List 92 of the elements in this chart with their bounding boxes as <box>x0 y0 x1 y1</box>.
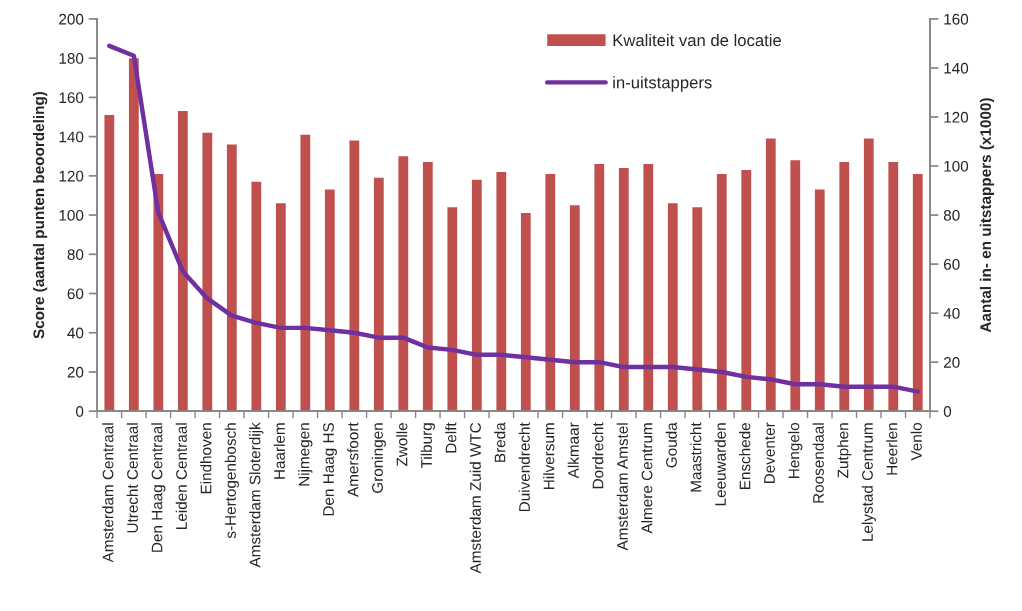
bar <box>814 189 825 412</box>
x-tick-label: Amsterdam Amstel <box>616 423 628 551</box>
x-tick-label: Roosendaal <box>812 423 824 503</box>
bar <box>202 132 213 412</box>
bar <box>643 164 654 412</box>
bar <box>863 138 874 412</box>
y2-tick-label: 0 <box>943 406 952 417</box>
x-tick-label: Nijmegen <box>298 423 313 486</box>
bar <box>741 169 752 412</box>
y2-tick-label: 120 <box>944 111 969 123</box>
x-tick-label: Heerlen <box>886 423 898 475</box>
bar <box>569 205 580 412</box>
x-tick-label: Dordrecht <box>592 422 604 489</box>
y-tick-label: 20 <box>67 366 84 378</box>
x-tick-label: Almere Centrum <box>641 423 653 534</box>
y-tick-label: 40 <box>67 327 84 339</box>
bar <box>888 162 899 412</box>
bar <box>716 173 727 412</box>
x-tick-label: Enschede <box>739 422 751 490</box>
bar <box>177 111 188 412</box>
bar <box>104 115 115 412</box>
bar <box>128 58 139 412</box>
x-tick-label: Leeuwarden <box>714 423 726 506</box>
y2-tick-label: 140 <box>944 62 969 74</box>
bar <box>520 213 531 412</box>
bar <box>667 203 678 412</box>
y-tick-label: 80 <box>67 249 84 260</box>
x-tick-label: Lelystad Centrum <box>861 423 876 541</box>
x-tick-label: Gouda <box>665 422 677 468</box>
x-tick-label: Eindhoven <box>200 423 212 494</box>
x-tick-label: Deventer <box>764 422 775 484</box>
legend-label: Kwaliteit van de locatie <box>613 33 782 47</box>
y-tick-label: 0 <box>76 406 84 417</box>
bar <box>349 140 360 412</box>
x-tick-label: Zutphen <box>837 423 852 478</box>
y-tick-label: 200 <box>59 13 84 25</box>
x-tick-label: Hilversum <box>543 423 555 489</box>
bar <box>912 173 923 412</box>
x-tick-label: Amsterdam Centraal <box>102 423 114 563</box>
x-tick-label: Maastricht <box>690 422 702 492</box>
bar <box>765 138 776 412</box>
y2-tick-label: 40 <box>943 308 960 319</box>
bar <box>594 164 605 412</box>
x-tick-label: Amsterdam Zuid WTC <box>469 422 481 574</box>
bar <box>471 179 482 412</box>
x-tick-label: Den Haag HS <box>323 423 337 516</box>
x-tick-label: Zwolle <box>396 422 408 466</box>
y2-axis-title: Aantal in- en uitstappers (x1000) <box>979 98 995 333</box>
bar <box>790 160 801 412</box>
x-tick-label: Alkmaar <box>567 422 579 479</box>
bar <box>422 162 433 412</box>
y-tick-label: 120 <box>59 170 84 182</box>
bar <box>373 177 384 412</box>
bar <box>226 144 237 412</box>
bar <box>398 156 409 412</box>
x-tick-label: Groningen <box>371 423 386 493</box>
bar <box>300 134 311 412</box>
y-tick-label: 160 <box>59 92 84 104</box>
x-tick-label: Leiden Centraal <box>175 423 187 529</box>
bar <box>447 207 458 412</box>
legend-label: in-uitstappers <box>613 76 712 92</box>
x-tick-label: Venlo <box>910 422 922 461</box>
y2-tick-label: 100 <box>944 160 969 172</box>
y-tick-label: 180 <box>59 53 84 64</box>
x-tick-label: Utrecht Centraal <box>126 423 138 533</box>
bar <box>153 173 164 412</box>
x-tick-label: Delft <box>445 422 457 453</box>
x-tick-label: Tilburg <box>420 423 435 469</box>
x-tick-label: Hengelo <box>788 422 803 478</box>
bar <box>275 203 286 412</box>
x-tick-label: s-Hertogenbosch <box>224 423 239 539</box>
bar <box>496 171 507 412</box>
x-tick-label: Duivendrecht <box>518 422 530 512</box>
x-tick-label: Amersfoort <box>347 422 359 497</box>
y2-tick-label: 60 <box>943 258 960 270</box>
x-tick-label: Breda <box>494 422 506 462</box>
y-tick-label: 140 <box>59 131 84 143</box>
y-axis-title: Score (aantal punten beoordeling) <box>32 91 48 339</box>
bar <box>692 207 703 412</box>
bar <box>251 181 262 412</box>
bar <box>839 162 850 412</box>
y2-tick-label: 20 <box>943 357 960 368</box>
y2-tick-label: 80 <box>943 209 960 221</box>
x-tick-label: Amsterdam Sloterdijk <box>249 422 264 568</box>
x-tick-label: Den Haag Centraal <box>151 423 166 552</box>
y-tick-label: 60 <box>67 288 84 300</box>
bar <box>618 168 629 412</box>
bar <box>545 173 556 412</box>
y2-tick-label: 160 <box>944 13 969 25</box>
x-tick-label: Haarlem <box>273 423 285 479</box>
y-tick-label: 100 <box>59 209 84 221</box>
bar <box>324 189 335 412</box>
